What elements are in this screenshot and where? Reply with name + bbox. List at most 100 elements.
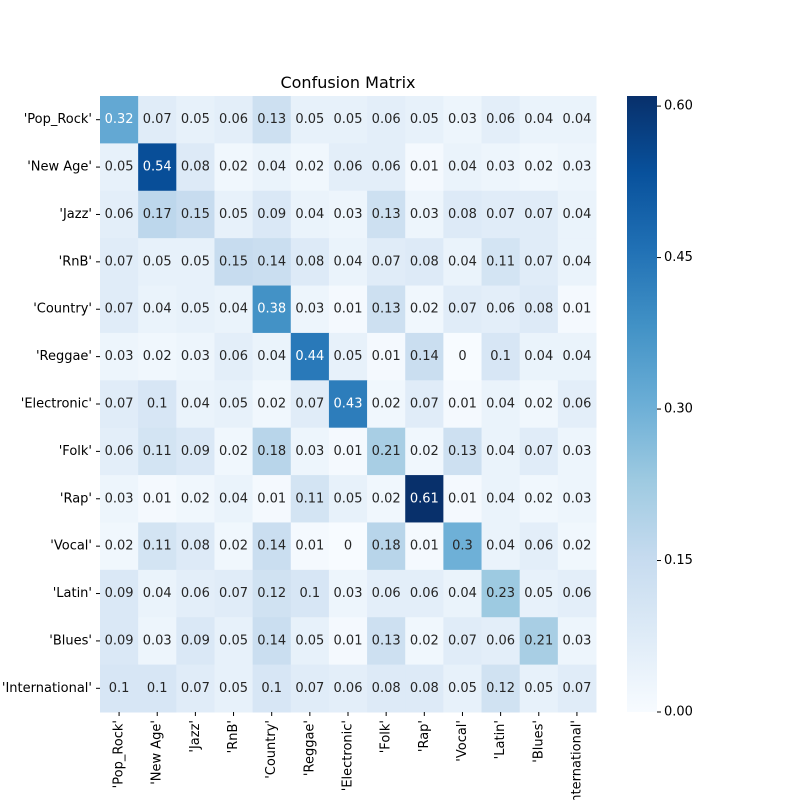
heatmap-cell [100,332,139,381]
cell-value-label: 0.05 [334,112,363,127]
cell-value-label: 0.09 [105,586,134,601]
cell-value-label: 0.13 [372,302,401,317]
cell-value-label: 0.06 [486,633,515,648]
cell-value-label: 0.02 [372,397,401,412]
heatmap-cell [176,143,215,192]
cell-value-label: 0.08 [181,160,210,175]
heatmap-cell [100,475,139,523]
heatmap-cell [252,380,292,429]
cell-value-label: 0.08 [295,254,324,269]
cell-value-label: 0.04 [219,302,248,317]
cell-value-label: 0.05 [410,112,439,127]
cell-value-label: 0.43 [334,397,363,412]
heatmap-cell [290,190,330,239]
cell-value-label: 0.05 [334,349,363,364]
heatmap-cell [367,522,406,571]
heatmap-cell [557,475,597,523]
x-tick-label: 'RnB' [226,720,241,753]
cell-value-label: 0.01 [334,444,363,459]
x-tick-label: 'Pop_Rock' [112,720,127,788]
cell-value-label: 0.04 [562,207,591,222]
heatmap-cell [328,285,368,334]
heatmap-cell [557,380,597,429]
heatmap-cell [252,475,292,523]
cell-value-label: 0.02 [410,302,439,317]
cell-value-label: 0.13 [372,207,401,222]
cell-value-label: 0.04 [257,160,286,175]
cell-value-label: 0.03 [486,160,515,175]
cell-value-label: 0.02 [219,444,248,459]
cell-value-label: 0.05 [219,397,248,412]
heatmap-cell [176,664,215,713]
cell-value-label: 0.09 [181,633,210,648]
heatmap-cell [290,569,330,618]
heatmap-cell [214,427,254,476]
heatmap-cell [481,190,521,239]
heatmap-cell [405,380,444,429]
cell-value-label: 0.04 [448,586,477,601]
heatmap-cell [252,427,292,476]
cell-value-label: 0.03 [143,633,172,648]
x-tick-label: 'Country' [264,720,279,779]
x-tick-label: 'Folk' [379,720,394,753]
cell-value-label: 0.07 [524,444,553,459]
heatmap-cell [443,190,483,239]
cell-value-label: 0.05 [181,302,210,317]
cell-value-label: 0.17 [143,207,172,222]
heatmap-cell [214,143,254,192]
cell-value-label: 0.14 [257,254,286,269]
heatmap-cell [443,96,483,144]
cell-value-label: 0.07 [448,302,477,317]
cell-value-label: 0.14 [410,349,439,364]
cell-value-label: 0.04 [562,254,591,269]
heatmap-cell [328,380,368,429]
heatmap-cell [290,664,330,713]
heatmap-cell [252,569,292,618]
cell-value-label: 0.07 [295,397,324,412]
heatmap-cell [290,617,330,666]
cell-value-label: 0.01 [448,491,477,506]
cell-value-label: 0.07 [448,633,477,648]
heatmap-cell [214,664,254,713]
heatmap-cell [176,190,215,239]
heatmap-cell [214,569,254,618]
cell-value-label: 0.01 [334,302,363,317]
heatmap-cell [443,285,483,334]
cell-value-label: 0.07 [295,681,324,696]
heatmap-cell [100,238,139,287]
cell-value-label: 0.02 [295,160,324,175]
y-tick-label: 'Rap' [60,491,92,506]
heatmap-cell [138,285,177,334]
heatmap-cell [519,522,559,571]
cell-value-label: 0.04 [486,397,515,412]
heatmap-cell [405,617,444,666]
cell-value-label: 0.02 [562,539,591,554]
y-tick-label: 'RnB' [59,254,92,269]
heatmap-cell [367,190,406,239]
cell-value-label: 0.61 [410,491,439,506]
heatmap-cell [138,522,177,571]
cell-value-label: 0.01 [257,491,286,506]
heatmap-cell [328,569,368,618]
chart-title: Confusion Matrix [280,73,415,92]
heatmap-cell [214,332,254,381]
heatmap-cell [367,475,406,523]
cell-value-label: 0.07 [219,586,248,601]
heatmap-cell [481,332,521,381]
heatmap-cell [519,475,559,523]
heatmap-cell [443,380,483,429]
x-tick-label: 'Latin' [493,720,508,759]
cell-value-label: 0.04 [562,349,591,364]
cell-value-label: 0.11 [143,539,172,554]
colorbar-gradient [627,96,657,712]
heatmap-cell [176,380,215,429]
cell-value-label: 0.04 [448,254,477,269]
heatmap-cell [443,143,483,192]
heatmap-cell [138,380,177,429]
cell-value-label: 0.06 [486,112,515,127]
heatmap-cell [519,332,559,381]
heatmap-cell [481,475,521,523]
cell-value-label: 0.07 [105,254,134,269]
cell-value-label: 0.04 [448,160,477,175]
